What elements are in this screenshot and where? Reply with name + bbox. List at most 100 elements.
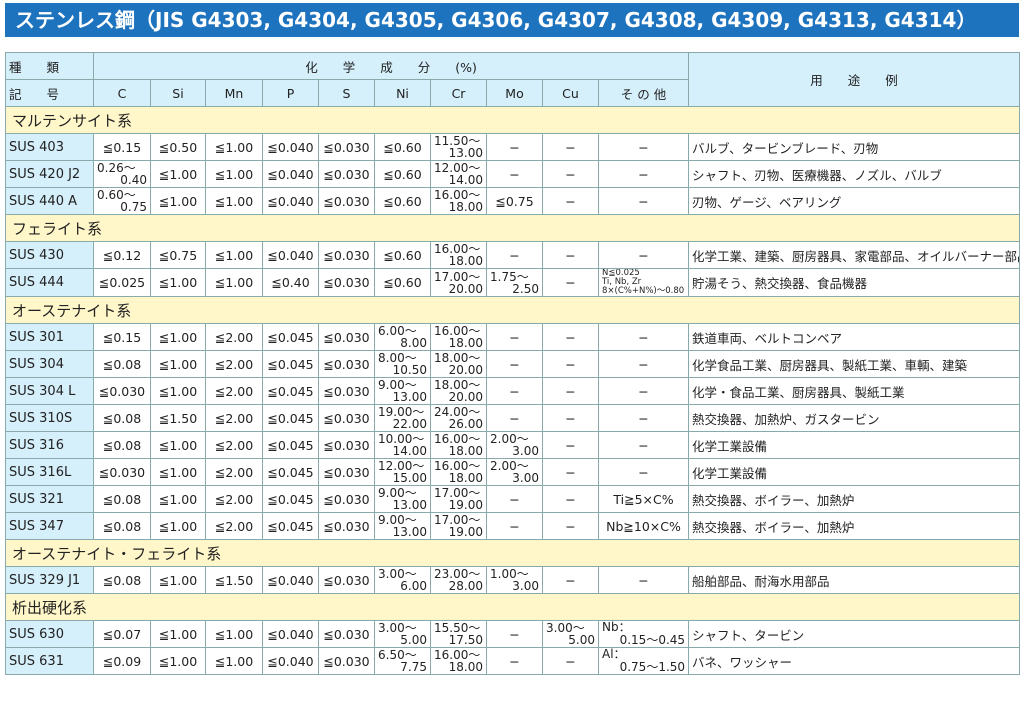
value-cell: ≦0.12: [93, 241, 151, 269]
value-cell: −: [486, 647, 543, 675]
value-cell: ≦0.15: [93, 323, 151, 351]
table-row: SUS 304 ≦0.08 ≦1.00 ≦2.00 ≦0.045 ≦0.030 8.00〜 1…: [5, 350, 1020, 378]
range-min: 18.00〜: [434, 378, 481, 392]
value-cell: 6.00〜 8.00: [374, 323, 431, 351]
value-cell: ≦0.030: [318, 431, 375, 459]
range-value: 18.00〜 20.00: [434, 379, 483, 403]
range-value: 16.00〜 18.00: [434, 325, 483, 349]
value-cell: 0.26〜 0.40: [93, 160, 151, 188]
value-cell: ≦1.00: [205, 647, 263, 675]
column-header: S: [318, 79, 375, 107]
range-value: 16.00〜 18.00: [434, 189, 483, 213]
column-header: Mn: [205, 79, 263, 107]
value-cell: ≦1.00: [150, 431, 206, 459]
range-min: 12.00〜: [434, 161, 481, 175]
range-max: 28.00: [448, 579, 483, 593]
range-min: 3.00〜: [378, 621, 417, 635]
value-cell: −: [597, 241, 690, 269]
range-min: 3.00〜: [378, 567, 417, 581]
value-cell: ≦0.040: [262, 187, 319, 215]
stainless-steel-table: 種 類 化 学 成 分 (%) 用 途 例 記 号 C Si Mn P S Ni Cr Mo C…: [5, 52, 1020, 675]
range-min: 0.26〜: [97, 161, 136, 175]
value-cell: −: [486, 241, 543, 269]
column-header: Mo: [486, 79, 543, 107]
use-cell: 熱交換器、ボイラー、加熱炉: [688, 512, 1020, 540]
value-cell: ≦0.60: [374, 133, 431, 161]
value-cell: 9.00〜 13.00: [374, 512, 431, 540]
range-max: 18.00: [448, 336, 483, 350]
range-value: 9.00〜 13.00: [378, 514, 427, 538]
value-cell: ≦0.75: [150, 241, 206, 269]
value-cell: −: [597, 350, 690, 378]
value-cell: 2.00〜 3.00: [486, 458, 543, 486]
range-max: 20.00: [448, 281, 483, 296]
value-cell: ≦2.00: [205, 377, 263, 405]
value-cell: ≦1.00: [150, 187, 206, 215]
column-header: そ の 他: [597, 79, 690, 107]
section-row: オーステナイト・フェライト系: [5, 539, 1020, 567]
range-max: 13.00: [392, 525, 427, 539]
value-cell: ≦0.045: [262, 404, 319, 432]
value-cell: 12.00〜 14.00: [430, 160, 487, 188]
value-cell: 12.00〜 15.00: [374, 458, 431, 486]
value-cell: −: [486, 160, 543, 188]
grade-cell: SUS 403: [5, 133, 94, 161]
table-row: SUS 321 ≦0.08 ≦1.00 ≦2.00 ≦0.045 ≦0.030 9.00〜 1…: [5, 485, 1020, 513]
range-min: 19.00〜: [378, 405, 425, 419]
use-cell: 鉄道車両、ベルトコンベア: [688, 323, 1020, 351]
value-cell: 9.00〜 13.00: [374, 377, 431, 405]
value-cell: ≦1.00: [150, 566, 206, 594]
range-max: 22.00: [392, 417, 427, 431]
range-value: 11.50〜 13.00: [434, 135, 483, 159]
value-cell: −: [597, 323, 690, 351]
value-cell: ≦0.40: [262, 268, 319, 297]
range-value: 12.00〜 15.00: [378, 460, 427, 484]
value-cell: 24.00〜 26.00: [430, 404, 487, 432]
value-cell: ≦0.15: [93, 133, 151, 161]
value-cell: −: [486, 377, 543, 405]
table-row: SUS 444 ≦0.025 ≦1.00 ≦1.00 ≦0.40 ≦0.030 ≦0.60 1…: [5, 268, 1020, 297]
value-cell: ≦0.60: [374, 187, 431, 215]
range-min: 9.00〜: [378, 513, 417, 527]
range-max: 2.50: [512, 281, 539, 296]
range-value: 17.00〜 19.00: [434, 487, 483, 511]
range-min: 2.00〜: [490, 459, 529, 473]
grade-cell: SUS 347: [5, 512, 94, 540]
grade-cell: SUS 310S: [5, 404, 94, 432]
table-row: SUS 631 ≦0.09 ≦1.00 ≦1.00 ≦0.040 ≦0.030 6.50〜 7…: [5, 647, 1020, 675]
range-value: 6.50〜 7.75: [378, 649, 427, 673]
range-value: 18.00〜 20.00: [434, 352, 483, 376]
value-cell: ≦2.00: [205, 404, 263, 432]
value-cell: ≦0.030: [318, 620, 375, 648]
range-min: 3.00〜: [546, 621, 585, 635]
range-value: 8.00〜 10.50: [378, 352, 427, 376]
section-row: 析出硬化系: [5, 593, 1020, 621]
use-cell: 貯湯そう、熱交換器、食品機器: [688, 268, 1020, 297]
value-cell: ≦0.030: [318, 187, 375, 215]
header-row-2: 記 号 C Si Mn P S Ni Cr Mo Cu そ の 他: [5, 79, 1020, 107]
range-max: 26.00: [448, 417, 483, 431]
range-max: 18.00: [448, 200, 483, 214]
value-cell: ≦0.040: [262, 160, 319, 188]
table-row: SUS 347 ≦0.08 ≦1.00 ≦2.00 ≦0.045 ≦0.030 9.00〜 1…: [5, 512, 1020, 540]
value-cell: ≦2.00: [205, 323, 263, 351]
range-max: 18.00: [448, 471, 483, 485]
table-row: SUS 301 ≦0.15 ≦1.00 ≦2.00 ≦0.045 ≦0.030 6.00〜 8…: [5, 323, 1020, 351]
range-min: 24.00〜: [434, 405, 481, 419]
range-value: 2.00〜 3.00: [490, 460, 539, 484]
table-row: SUS 403 ≦0.15 ≦0.50 ≦1.00 ≦0.040 ≦0.030 ≦0.60 1…: [5, 133, 1020, 161]
grade-cell: SUS 444: [5, 268, 94, 297]
value-cell: −: [486, 323, 543, 351]
value-cell: −: [597, 458, 690, 486]
value-cell: ≦0.030: [318, 323, 375, 351]
range-min: 18.00〜: [434, 351, 481, 365]
value-line: Nb：: [602, 620, 631, 634]
value-cell: ≦0.030: [318, 241, 375, 269]
use-cell: シャフト、タービン: [688, 620, 1020, 648]
value-cell: 3.00〜 5.00: [542, 620, 599, 648]
range-max: 19.00: [448, 498, 483, 512]
range-max: 13.00: [392, 390, 427, 404]
value-cell: 10.00〜 14.00: [374, 431, 431, 459]
value-line: Al：: [602, 647, 626, 661]
grade-cell: SUS 440 A: [5, 187, 94, 215]
